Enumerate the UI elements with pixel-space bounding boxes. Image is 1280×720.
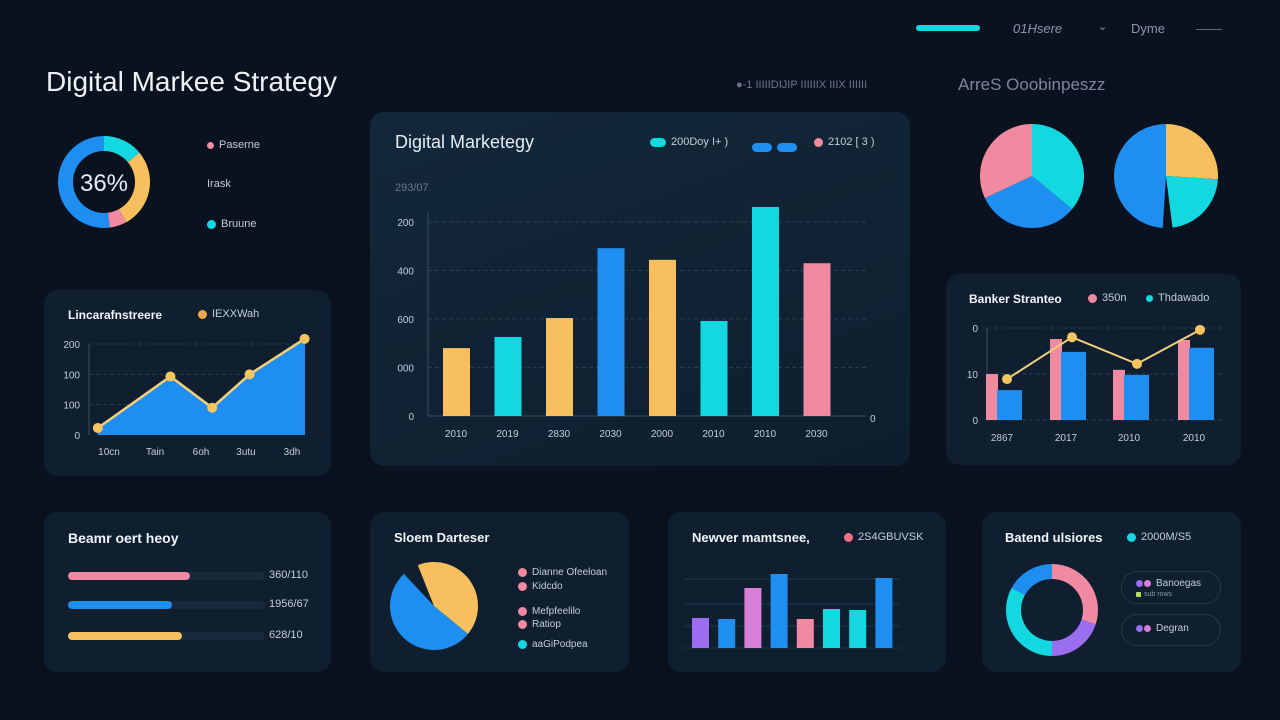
pie-3-legend-3: Mefpfeelilo — [518, 606, 580, 617]
legend-pill-2[interactable] — [1121, 614, 1221, 646]
legend-pill-1[interactable] — [1121, 571, 1221, 604]
progress-panel — [44, 512, 331, 672]
combo-legend-1: 350n — [1088, 292, 1126, 304]
progress-title: Beamr oert heoy — [68, 530, 179, 546]
progress-value: 1956/67 — [269, 598, 309, 610]
pie-2-slice — [1114, 124, 1166, 228]
combo-chart-title: Banker Stranteo — [969, 292, 1062, 306]
pie-3-legend-4: Ratiop — [518, 619, 561, 630]
pill-2-label: Degran — [1136, 623, 1189, 634]
main-legend-swatches — [752, 139, 802, 157]
nav-item-more[interactable]: —— — [1196, 21, 1222, 36]
main-bar-panel — [370, 112, 910, 466]
progress-value: 360/110 — [269, 569, 308, 581]
main-legend-1[interactable]: 200Doy I+ ) — [650, 136, 728, 148]
main-chart-title: Digital Marketegy — [395, 132, 535, 152]
pie-3-legend-1: Dianne Ofeeloan — [518, 567, 607, 578]
pie-1-slice — [984, 176, 1073, 228]
small-bar-legend: 2S4GBUVSK — [844, 531, 923, 543]
chevron-down-icon[interactable]: ⌄ — [1098, 21, 1108, 33]
kpi-legend-3: Bruune — [207, 218, 256, 230]
small-bar-title: Newver mamtsnee, — [692, 530, 810, 545]
pie-3-legend-5: aaGiPodpea — [518, 639, 588, 650]
kpi-value: 36% — [79, 170, 129, 197]
pie-2-slice — [1166, 124, 1218, 180]
progress-fill — [68, 632, 183, 640]
pie-2-slice — [1166, 176, 1218, 228]
kpi-donut-slice — [107, 209, 127, 228]
section-title-pies: ArreS Ooobinpeszz — [958, 75, 1106, 94]
nav-indicator — [916, 25, 980, 31]
page-title: Digital Markee Strategy — [46, 66, 338, 97]
donut-2-title: Batend ulsiores — [1005, 530, 1103, 545]
kpi-legend-2: Irask — [207, 178, 231, 190]
progress-fill — [68, 601, 173, 609]
line-legend: IEXXWah — [198, 308, 259, 320]
progress-fill — [68, 572, 191, 580]
pill-1-sub: sub rows — [1136, 591, 1172, 599]
nav-item-dyme[interactable]: Dyme — [1131, 21, 1165, 36]
progress-value: 628/10 — [269, 629, 303, 641]
combo-legend-2: Thdawado — [1146, 292, 1209, 304]
pie-3-title: Sloem Darteser — [394, 530, 490, 545]
pie-3-legend-2: Kidcdo — [518, 581, 563, 592]
pill-1-label: Banoegas — [1136, 578, 1201, 589]
donut-2-legend: 2000M/S5 — [1127, 531, 1191, 543]
pie-1-slice — [1032, 124, 1084, 210]
header-subtitle: ●-1 IIIIIDIJIP IIIIIIX IIIX IIIIII — [736, 79, 868, 91]
kpi-legend-1: Paserne — [207, 139, 260, 151]
nav-item-home[interactable]: 01Hsere — [1013, 21, 1063, 36]
main-legend-2[interactable]: 2102 [ 3 ) — [814, 136, 874, 148]
line-chart-title: Lincarafnstreere — [68, 308, 163, 322]
pie-1-slice — [980, 124, 1032, 199]
pill-1-sub-text: sub rows — [1144, 591, 1173, 598]
kpi-donut-slice — [104, 136, 140, 163]
main-chart-subtitle: 293/07 — [395, 182, 429, 194]
